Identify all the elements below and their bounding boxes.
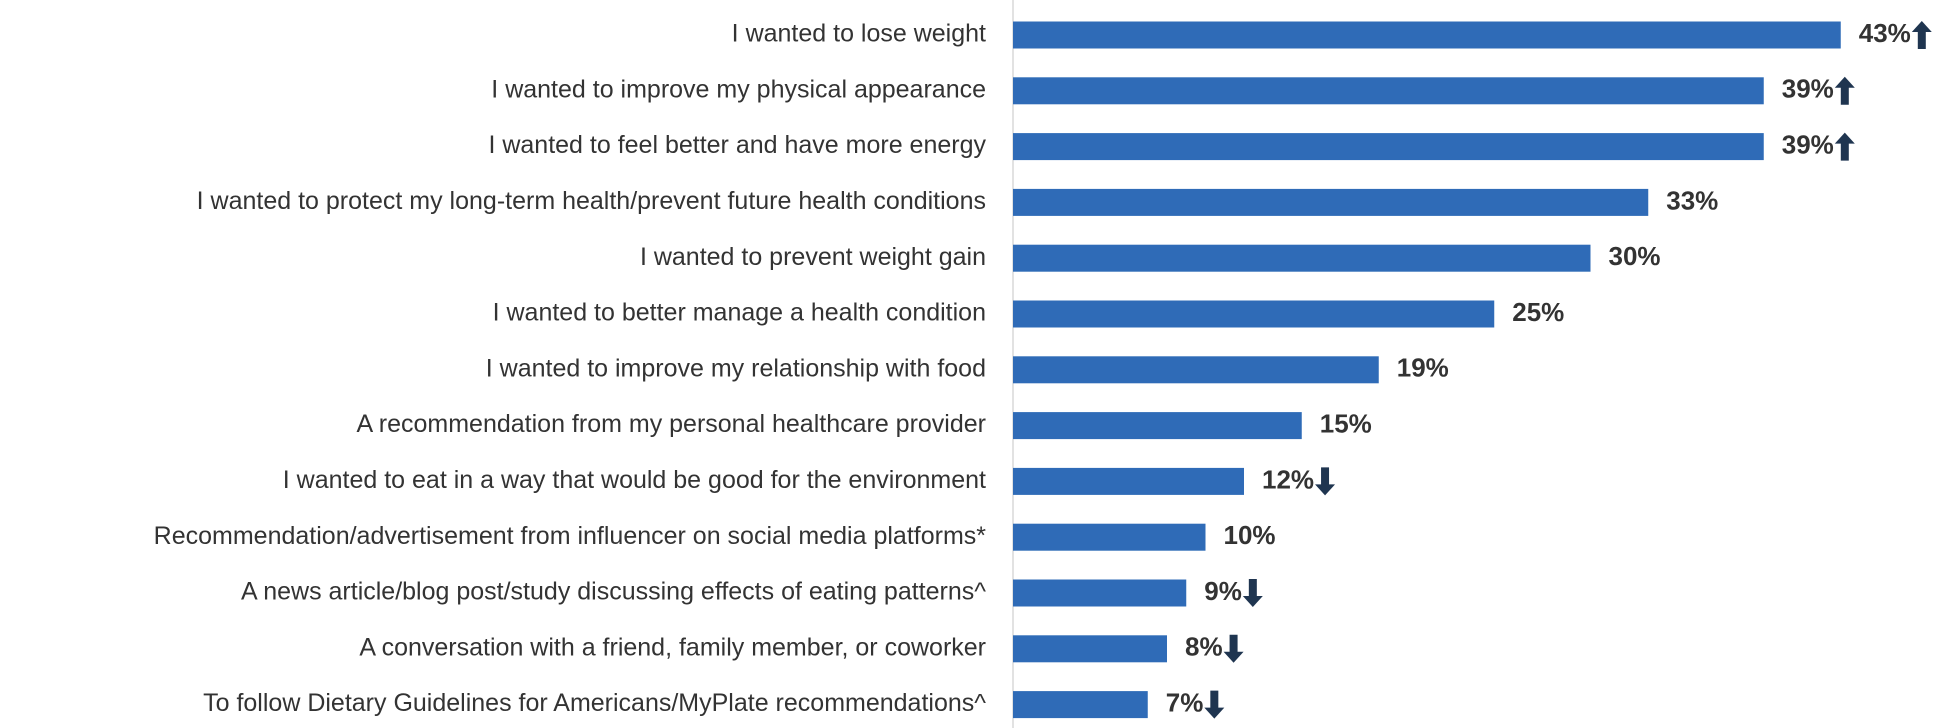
category-label: A news article/blog post/study discussin…	[241, 578, 986, 606]
value-label: 30%	[1609, 241, 1661, 271]
category-label: Recommendation/advertisement from influe…	[154, 522, 987, 550]
trend-arrow	[1911, 21, 1932, 49]
value-label: 19%	[1397, 353, 1449, 383]
value-label: 39%	[1782, 129, 1834, 159]
value-label: 33%	[1666, 185, 1718, 215]
category-label: I wanted to eat in a way that would be g…	[283, 466, 986, 494]
trend-arrow	[1834, 76, 1855, 105]
category-label: I wanted to improve my physical appearan…	[491, 75, 986, 103]
trend-arrow	[1834, 132, 1855, 161]
category-label: To follow Dietary Guidelines for America…	[203, 689, 986, 717]
bar	[1013, 691, 1148, 719]
bar	[1013, 523, 1206, 551]
value-label: 10%	[1224, 520, 1276, 550]
category-label: I wanted to lose weight	[732, 20, 986, 48]
value-label: 15%	[1320, 408, 1372, 438]
category-label: A recommendation from my personal health…	[357, 410, 986, 438]
value-label: 12%	[1262, 464, 1314, 494]
bar	[1013, 188, 1649, 216]
category-label: I wanted to protect my long-term health/…	[197, 187, 986, 215]
bar	[1013, 300, 1495, 328]
trend-arrow	[1204, 690, 1225, 719]
category-label: I wanted to improve my relationship with…	[486, 354, 986, 382]
category-label: I wanted to prevent weight gain	[640, 243, 986, 271]
value-label: 9%	[1204, 576, 1242, 606]
value-label: 25%	[1512, 297, 1564, 327]
bar	[1013, 635, 1167, 663]
bar	[1013, 244, 1591, 272]
bar	[1013, 77, 1764, 105]
bar	[1013, 133, 1764, 161]
bar	[1013, 467, 1244, 495]
category-label: I wanted to better manage a health condi…	[493, 299, 986, 327]
trend-arrow	[1315, 467, 1336, 496]
bar	[1013, 412, 1302, 440]
trend-arrow	[1223, 634, 1244, 663]
value-label: 43%	[1859, 18, 1911, 48]
bar	[1013, 356, 1379, 384]
value-label: 39%	[1782, 74, 1834, 104]
category-label: A conversation with a friend, family mem…	[359, 633, 986, 661]
value-label: 8%	[1185, 632, 1223, 662]
trend-arrow	[1242, 579, 1263, 607]
value-label: 7%	[1166, 687, 1204, 717]
category-label: I wanted to feel better and have more en…	[488, 131, 986, 159]
bar	[1013, 579, 1187, 607]
bar	[1013, 21, 1841, 49]
